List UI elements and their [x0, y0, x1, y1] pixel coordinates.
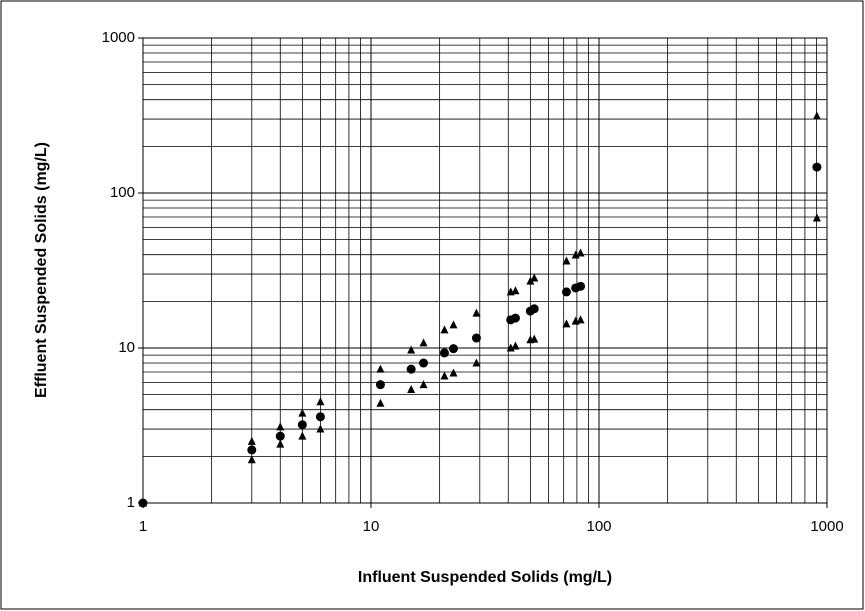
y-tick-label: 1 [127, 494, 135, 511]
triangle-point [247, 436, 256, 445]
triangle-point [407, 345, 416, 354]
triangle-point [298, 408, 307, 417]
triangle-point [472, 308, 481, 317]
triangle-point [440, 325, 449, 334]
grid [138, 37, 828, 508]
circle-point [510, 313, 520, 323]
triangle-point [576, 248, 585, 257]
triangle-point [407, 384, 416, 393]
triangle-point [812, 111, 821, 120]
circle-point [561, 287, 571, 297]
circle-point [576, 281, 586, 291]
marks: 1 10 100 1000 1 10 100 1000 [102, 29, 844, 535]
triangle-point [449, 320, 458, 329]
triangle-point [139, 498, 147, 507]
triangle-point [812, 213, 821, 222]
plot-area [142, 37, 828, 504]
triangle-point [276, 439, 285, 448]
x-tick-label: 1000 [810, 518, 843, 535]
triangle-point [511, 341, 520, 350]
triangle-point [419, 338, 428, 347]
triangle-point [298, 431, 307, 440]
triangle-point [511, 286, 520, 295]
circle-point [419, 358, 429, 368]
triangle-point [449, 368, 458, 377]
circle-point [297, 420, 307, 430]
circle-point [439, 348, 449, 358]
triangle-point [526, 276, 535, 285]
circle-point [471, 333, 481, 343]
triangle-point [276, 422, 285, 431]
triangle-point [316, 424, 325, 433]
y-tick-label: 10 [118, 339, 135, 356]
x-tick-label: 10 [363, 518, 380, 535]
triangle-point [316, 397, 325, 406]
x-axis-title: Influent Suspended Solids (mg/L) [358, 569, 612, 586]
circle-point [448, 344, 458, 354]
triangle-point [562, 256, 571, 265]
x-tick-label: 1 [139, 518, 147, 535]
circle-point [406, 364, 416, 374]
circle-point [315, 412, 325, 422]
triangle-point [376, 398, 385, 407]
triangle-point [576, 315, 585, 324]
triangle-point [530, 273, 539, 282]
y-axis-title: Effluent Suspended Solids (mg/L) [33, 142, 50, 398]
triangle-point [419, 380, 428, 389]
triangle-point [247, 455, 256, 464]
y-tick-label: 100 [110, 184, 135, 201]
circle-point [375, 380, 385, 390]
circle-point [275, 431, 285, 441]
circle-point [812, 162, 822, 172]
x-tick-label: 100 [586, 518, 611, 535]
triangle-point [472, 358, 481, 367]
triangle-point [440, 371, 449, 380]
triangle-point [562, 319, 571, 328]
y-tick-label: 1000 [102, 29, 135, 46]
triangle-point [530, 334, 539, 343]
triangle-point [376, 364, 385, 373]
circle-point [247, 445, 257, 455]
circle-point [529, 304, 539, 314]
